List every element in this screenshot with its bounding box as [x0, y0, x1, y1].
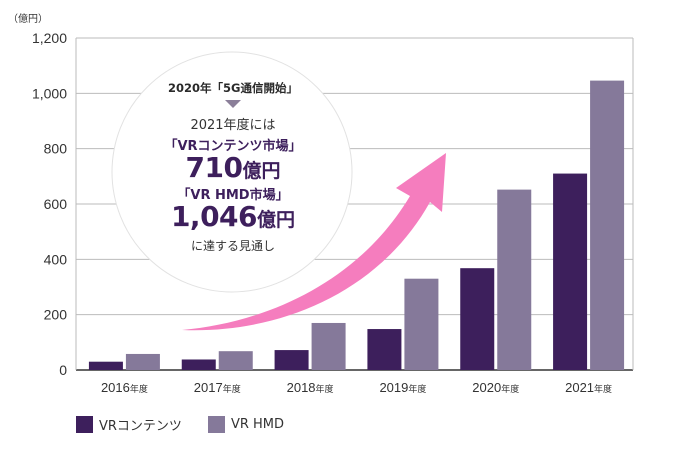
- annotation-line1: 2021年度には: [190, 118, 276, 133]
- x-tick-label-2021: 2021年度: [565, 380, 612, 395]
- y-tick-label-1: 200: [44, 307, 68, 323]
- y-tick-label-6: 1,200: [32, 30, 67, 46]
- legend-label-vr-hmd: VR HMD: [230, 416, 284, 432]
- annotation-market1: 「VRコンテンツ市場」: [164, 139, 302, 154]
- bar-vr-hmd-2021: [590, 80, 625, 371]
- bars: [88, 80, 625, 371]
- bar-vr-content-2019: [367, 329, 402, 370]
- bar-vr-content-2018: [274, 350, 309, 370]
- y-tick-label-0: 0: [59, 362, 67, 378]
- y-axis-unit-label: （億円）: [8, 12, 48, 25]
- annotation-heading: 2020年「5G通信開始」: [168, 81, 298, 95]
- x-tick-label-2016: 2016年度: [101, 380, 148, 395]
- y-tick-label-5: 1,000: [32, 85, 67, 101]
- annotation-market2: 「VR HMD市場」: [177, 188, 289, 203]
- legend-label-vr-content: VRコンテンツ: [99, 418, 182, 434]
- x-tick-year-2017: 2017: [194, 380, 223, 395]
- y-tick-label-3: 600: [44, 196, 68, 212]
- x-tick-label-2019: 2019年度: [379, 380, 426, 395]
- x-tick-year-2018: 2018: [287, 380, 316, 395]
- y-tick-label-4: 800: [44, 141, 68, 157]
- annotation-value1-number: 710: [185, 151, 243, 184]
- x-tick-suffix-2018: 年度: [316, 383, 334, 395]
- legend-swatch-vr-content: [76, 415, 93, 433]
- x-tick-suffix-2020: 年度: [501, 383, 519, 395]
- bar-vr-content-2020: [460, 268, 495, 370]
- bar-vr-hmd-2017: [218, 351, 253, 370]
- bar-vr-hmd-2016: [125, 353, 160, 370]
- bar-vr-content-2017: [181, 359, 216, 370]
- x-tick-suffix-2019: 年度: [408, 383, 426, 395]
- annotation-value1-unit: 億円: [242, 160, 281, 182]
- bar-vr-hmd-2019: [404, 278, 439, 370]
- annotation-footer: に達する見通し: [190, 239, 275, 253]
- annotation-bubble: 2020年「5G通信開始」 2021年度には 「VRコンテンツ市場」 710億円…: [114, 68, 352, 278]
- y-tick-label-2: 400: [44, 251, 68, 267]
- annotation-bubble-shape: [111, 51, 353, 293]
- bar-vr-hmd-2020: [497, 189, 532, 370]
- x-tick-year-2019: 2019: [379, 380, 408, 395]
- x-tick-year-2016: 2016: [101, 380, 130, 395]
- x-tick-suffix-2017: 年度: [223, 383, 241, 395]
- x-tick-label-2017: 2017年度: [194, 380, 241, 395]
- trend-arrow: [182, 153, 446, 331]
- gridlines: [75, 37, 634, 371]
- x-tick-suffix-2021: 年度: [594, 383, 612, 395]
- annotation-value2: 1,046億円: [114, 203, 352, 231]
- legend-swatch-vr-hmd: [207, 415, 225, 433]
- bar-vr-content-2021: [553, 173, 588, 370]
- triangle-down-icon: [225, 100, 241, 108]
- annotation-value1: 710億円: [114, 154, 352, 182]
- x-tick-label-2018: 2018年度: [287, 380, 334, 395]
- x-axis-ticks: 2016年度 2017年度 2018年度 2019年度 2020年度 2021年度: [101, 380, 612, 395]
- x-tick-year-2021: 2021: [565, 380, 594, 395]
- x-tick-suffix-2016: 年度: [130, 383, 148, 395]
- bar-vr-content-2016: [88, 361, 123, 370]
- annotation-value2-number: 1,046: [170, 200, 258, 233]
- annotation-value2-unit: 億円: [257, 209, 296, 231]
- legend: VRコンテンツ VR HMD: [76, 414, 310, 434]
- bar-vr-hmd-2018: [311, 322, 346, 370]
- x-tick-year-2020: 2020: [472, 380, 501, 395]
- x-tick-label-2020: 2020年度: [472, 380, 519, 395]
- y-axis-ticks: 0 200 400 600 800 1,000 1,200: [32, 30, 67, 378]
